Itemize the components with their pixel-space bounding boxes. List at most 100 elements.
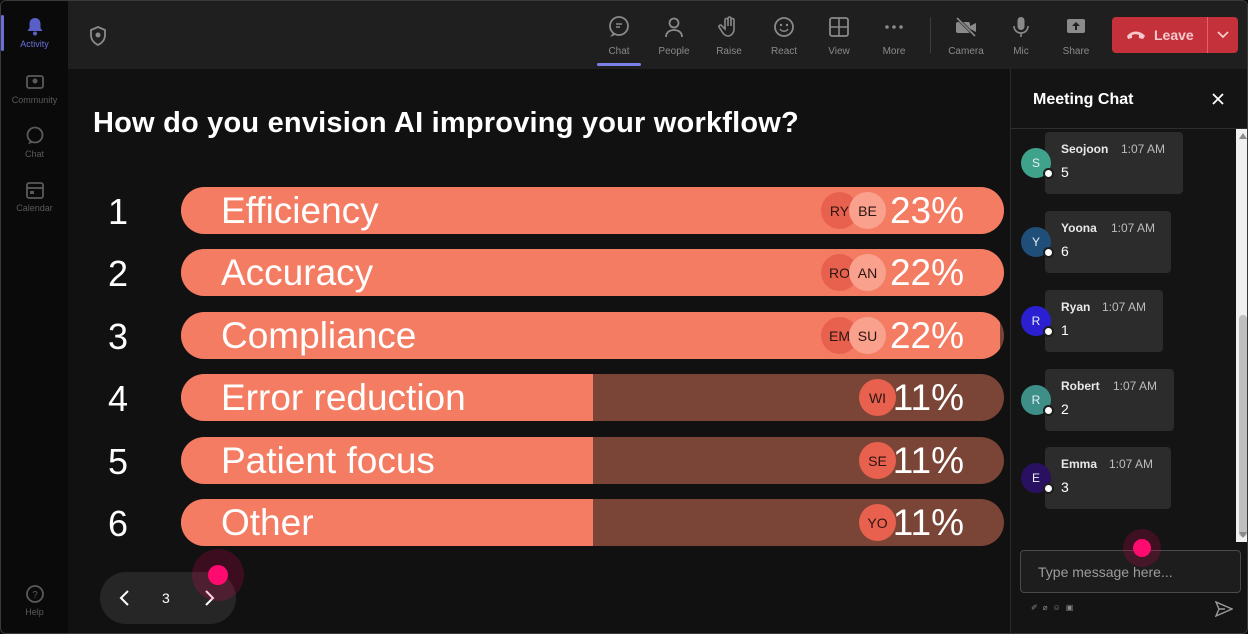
toolbar-camera-button[interactable]: Camera — [939, 11, 993, 63]
voter-avatar: AN — [849, 254, 886, 291]
poll-option-row: 2 Accuracy RO AN 22% — [68, 249, 1010, 297]
chat-message-list[interactable]: Seojoon 1:07 AM 5 S Yoona 1:07 AM 6 Y Ryan 1:07 A… — [1011, 129, 1237, 542]
message-bubble: Robert 1:07 AM 2 — [1045, 369, 1174, 431]
avatar-initial: R — [1031, 314, 1041, 328]
poll-option-fill — [181, 374, 593, 421]
leave-button[interactable]: Leave — [1112, 17, 1238, 53]
chevron-left-icon[interactable] — [118, 588, 132, 608]
toolbar-people-button[interactable]: People — [647, 11, 701, 63]
chat-composer[interactable] — [1020, 550, 1241, 593]
poll-option-bar[interactable]: Compliance EM SU 22% — [181, 312, 1004, 359]
shield-icon[interactable] — [88, 25, 108, 47]
avatar-initial: E — [1031, 471, 1040, 485]
avatar-initial: S — [1031, 156, 1040, 170]
presence-status-icon — [1043, 247, 1054, 258]
avatar: E — [1021, 463, 1054, 494]
share-icon — [1067, 19, 1085, 33]
sender-name: Yoona — [1061, 221, 1097, 235]
option-label: Efficiency — [221, 190, 379, 231]
poll-option-bar[interactable]: Patient focus SE 11% — [181, 437, 1004, 484]
scroll-thumb[interactable] — [1239, 315, 1247, 537]
rail-item-community[interactable]: Community — [1, 63, 68, 115]
rail-item-chat[interactable]: Chat — [1, 117, 68, 169]
poll-option-bar[interactable]: Efficiency RY BE 23% — [181, 187, 1004, 234]
option-percent: 22% — [889, 252, 964, 293]
message-bubble: Seojoon 1:07 AM 5 — [1045, 132, 1183, 194]
poll-option-bar[interactable]: Accuracy RO AN 22% — [181, 249, 1004, 296]
cursor-highlight — [192, 549, 244, 601]
attach-icon[interactable]: ⌀ — [1042, 603, 1048, 612]
presence-status-icon — [1043, 168, 1054, 179]
rail-item-activity[interactable]: Activity — [1, 7, 68, 59]
message-bubble: Emma 1:07 AM 3 — [1045, 447, 1171, 509]
camera-off-icon — [955, 16, 977, 38]
option-number: 2 — [108, 253, 129, 294]
poll-option-bar[interactable]: Other YO 11% — [181, 499, 1004, 546]
help-icon: ? — [25, 585, 44, 603]
rail-item-label: Community — [11, 95, 58, 105]
rail-item-label: Activity — [20, 39, 49, 49]
format-icon[interactable]: ✐ — [1031, 603, 1038, 612]
message-timestamp: 1:07 AM — [1102, 300, 1147, 314]
community-icon — [25, 75, 44, 89]
cursor-dot — [208, 565, 228, 585]
chat-icon — [609, 16, 629, 37]
message-timestamp: 1:07 AM — [1111, 221, 1156, 235]
leave-divider — [1207, 17, 1208, 53]
avatar-initial: Y — [1031, 235, 1040, 249]
view-icon — [829, 17, 849, 37]
avatar: S — [1021, 148, 1054, 179]
poll-option-bar[interactable]: Error reduction WI 11% — [181, 374, 1004, 421]
chevron-right-icon[interactable] — [202, 588, 216, 608]
poll-pager: 3 — [100, 572, 236, 624]
rail-item-calendar[interactable]: Calendar — [1, 171, 68, 223]
message-bubble: Yoona 1:07 AM 6 — [1045, 211, 1171, 273]
message-text: 2 — [1061, 401, 1069, 417]
option-number: 1 — [108, 191, 129, 232]
meeting-chat-panel: Meeting Chat Seojoon 1:07 AM 5 S Yoona 1:07 A… — [1010, 69, 1247, 633]
toolbar-share-button[interactable]: Share — [1049, 11, 1103, 63]
scroll-down-arrow[interactable] — [1239, 532, 1247, 538]
more-icon — [885, 25, 903, 29]
poll-option-fill — [181, 499, 593, 546]
toolbar-mic-button[interactable]: Mic — [994, 11, 1048, 63]
close-icon[interactable] — [1211, 92, 1225, 106]
toolbar-react-button[interactable]: React — [757, 11, 811, 63]
calendar-icon — [25, 182, 44, 199]
people-icon — [665, 17, 683, 38]
leave-main-button[interactable]: Leave — [1112, 17, 1207, 53]
rail-item-label: Chat — [24, 149, 44, 159]
toolbar-view-button[interactable]: View — [812, 11, 866, 63]
chat-scrollbar[interactable] — [1236, 129, 1247, 542]
option-number: 5 — [108, 441, 129, 482]
poll-question: How do you envision AI improving your wo… — [93, 107, 799, 139]
emoji-icon[interactable]: ☺ — [1052, 603, 1061, 612]
toolbar-button-label: Mic — [1013, 46, 1029, 57]
toolbar-more-button[interactable]: More — [867, 11, 921, 63]
option-percent: 11% — [892, 440, 964, 481]
scroll-up-arrow[interactable] — [1239, 133, 1247, 139]
send-icon[interactable] — [1215, 601, 1233, 617]
leave-dropdown-button[interactable] — [1208, 17, 1238, 53]
gif-icon[interactable]: ▣ — [1065, 603, 1074, 612]
toolbar-divider — [930, 17, 931, 53]
option-percent: 11% — [892, 377, 964, 418]
avatar-initial: R — [1031, 393, 1041, 407]
page-number: 3 — [162, 590, 170, 606]
option-number: 4 — [108, 378, 129, 419]
app-rail: Activity Community Chat Calendar ? Help — [1, 1, 68, 633]
toolbar-raise-button[interactable]: Raise — [702, 11, 756, 63]
poll-option-row: 6 Other YO 11% — [68, 499, 1010, 547]
poll-option-row: 3 Compliance EM SU 22% — [68, 312, 1010, 360]
toolbar-button-label: More — [882, 46, 906, 57]
chat-icon — [26, 126, 43, 144]
sender-name: Seojoon — [1061, 142, 1109, 156]
toolbar-chat-button[interactable]: Chat — [592, 11, 646, 66]
option-percent: 22% — [889, 315, 964, 356]
rail-item-help[interactable]: ? Help — [1, 575, 68, 627]
chat-message-input[interactable] — [1021, 551, 1240, 592]
message-text: 3 — [1061, 479, 1069, 495]
raise-hand-icon — [718, 16, 735, 37]
sender-name: Robert — [1061, 379, 1100, 393]
option-label: Error reduction — [221, 377, 466, 418]
